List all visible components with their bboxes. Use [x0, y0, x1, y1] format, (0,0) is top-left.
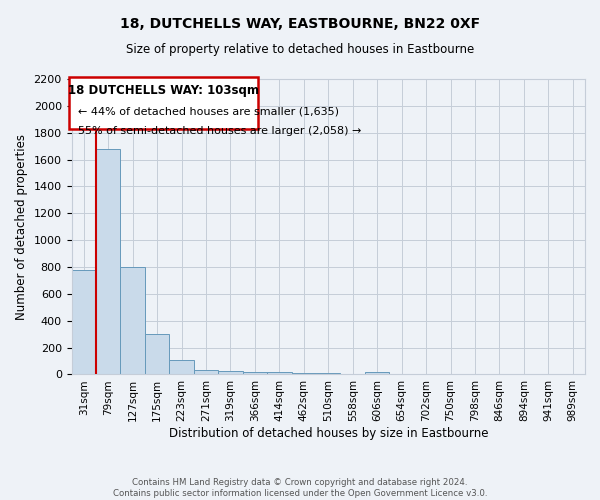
Text: Contains HM Land Registry data © Crown copyright and database right 2024.
Contai: Contains HM Land Registry data © Crown c…	[113, 478, 487, 498]
Bar	[96, 149, 121, 374]
Text: 18 DUTCHELLS WAY: 103sqm: 18 DUTCHELLS WAY: 103sqm	[68, 84, 259, 97]
Text: Size of property relative to detached houses in Eastbourne: Size of property relative to detached ho…	[126, 42, 474, 56]
Text: 55% of semi-detached houses are larger (2,058) →: 55% of semi-detached houses are larger (…	[77, 126, 361, 136]
Y-axis label: Number of detached properties: Number of detached properties	[15, 134, 28, 320]
Bar	[169, 360, 194, 374]
Bar	[218, 371, 242, 374]
Bar	[121, 267, 145, 374]
Bar	[267, 372, 292, 374]
X-axis label: Distribution of detached houses by size in Eastbourne: Distribution of detached houses by size …	[169, 427, 488, 440]
Bar	[316, 373, 340, 374]
Text: 18, DUTCHELLS WAY, EASTBOURNE, BN22 0XF: 18, DUTCHELLS WAY, EASTBOURNE, BN22 0XF	[120, 18, 480, 32]
Bar	[145, 334, 169, 374]
Bar	[365, 372, 389, 374]
Bar	[71, 270, 96, 374]
Text: ← 44% of detached houses are smaller (1,635): ← 44% of detached houses are smaller (1,…	[77, 106, 338, 117]
Bar	[194, 370, 218, 374]
Bar	[242, 372, 267, 374]
Bar	[292, 373, 316, 374]
